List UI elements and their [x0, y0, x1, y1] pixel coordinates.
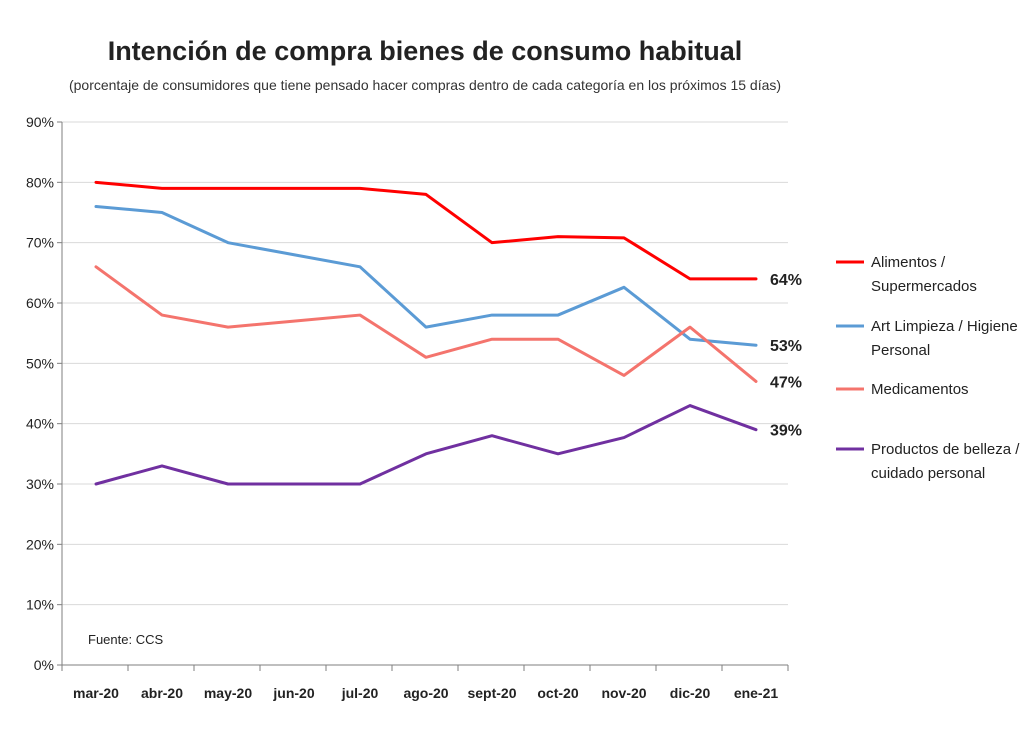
axes: 0% 10% 20% 30% 40% 50% 60% 70% 80% 90% mar-20 abr-2… [26, 114, 789, 701]
legend-label-1: Art Limpieza / Higiene [871, 318, 1018, 335]
end-label-1: 53% [770, 338, 802, 355]
end-labels: 64% 53% 47% 39% [770, 272, 802, 440]
series-line-1 [94, 204, 758, 347]
chart-title: Intención de compra bienes de consumo ha… [108, 36, 743, 66]
y-tick-label: 40% [26, 416, 54, 432]
y-tick-label: 60% [26, 295, 54, 311]
y-tick-label: 0% [34, 657, 54, 673]
x-tick-label: oct-20 [537, 685, 578, 701]
y-tick-label: 90% [26, 114, 54, 130]
chart-subtitle: (porcentaje de consumidores que tiene pe… [69, 77, 781, 93]
series-line-3 [94, 404, 758, 486]
legend-label-0: Alimentos / [871, 254, 946, 271]
x-tick-label: dic-20 [670, 685, 711, 701]
y-tick-label: 20% [26, 536, 54, 552]
x-tick-label: mar-20 [73, 685, 119, 701]
source-note: Fuente: CCS [88, 632, 163, 647]
gridlines [62, 121, 788, 606]
legend-label-3: Productos de belleza / [871, 441, 1020, 458]
x-tick-label: jul-20 [341, 685, 379, 701]
x-tick-label: jun-20 [272, 685, 314, 701]
y-tick-label: 70% [26, 235, 54, 251]
end-label-0: 64% [770, 272, 802, 289]
legend: Alimentos / Supermercados Art Limpieza / H… [836, 254, 1020, 482]
y-tick-label: 30% [26, 476, 54, 492]
legend-label-2: Medicamentos [871, 381, 969, 398]
series-line-0 [94, 180, 758, 281]
series-line-2 [94, 265, 758, 383]
y-tick-label: 10% [26, 597, 54, 613]
x-tick-label: ene-21 [734, 685, 779, 701]
y-tick-label: 80% [26, 174, 54, 190]
x-tick-label: abr-20 [141, 685, 183, 701]
end-label-2: 47% [770, 374, 802, 391]
y-tick-label: 50% [26, 355, 54, 371]
legend-label-0: Supermercados [871, 278, 977, 295]
x-tick-label: ago-20 [403, 685, 448, 701]
series-lines [94, 180, 758, 486]
x-tick-label: may-20 [204, 685, 252, 701]
x-tick-label: nov-20 [601, 685, 646, 701]
x-tick-label: sept-20 [467, 685, 516, 701]
legend-label-1: Personal [871, 342, 930, 359]
end-label-3: 39% [770, 423, 802, 440]
legend-label-3: cuidado personal [871, 465, 985, 482]
